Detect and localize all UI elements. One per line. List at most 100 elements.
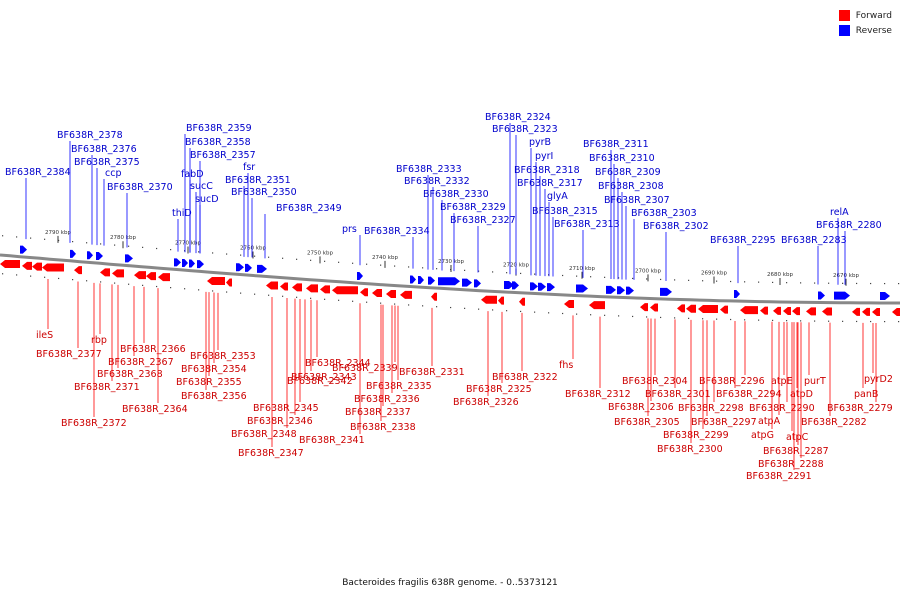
reverse-gene-arrow: [257, 264, 267, 273]
reverse-gene-label: BF638R_2384: [5, 167, 71, 178]
reverse-gene-arrow: [20, 245, 27, 254]
upper-tick: [884, 282, 886, 285]
forward-gene-arrow: [650, 303, 658, 312]
upper-tick: [114, 244, 116, 246]
reverse-gene-label: BF638R_2333: [396, 164, 462, 175]
reverse-gene-label: BF638R_2309: [595, 167, 661, 178]
lower-tick: [478, 308, 480, 310]
lower-tick: [828, 320, 830, 322]
upper-tick: [226, 253, 228, 255]
forward-gene-label: BF638R_2331: [399, 367, 465, 378]
reverse-gene-label: BF638R_2307: [604, 195, 670, 206]
forward-gene-arrow: [481, 295, 497, 304]
forward-gene-arrow: [792, 307, 800, 316]
lower-tick: [674, 317, 676, 319]
reverse-gene-label: BF638R_2324: [485, 112, 551, 123]
forward-gene-arrow: [134, 271, 146, 280]
reverse-gene-label: BF638R_2318: [514, 165, 580, 176]
upper-tick: [492, 271, 494, 273]
lower-tick: [114, 282, 116, 284]
forward-gene-label: BF638R_2335: [366, 381, 432, 392]
scale-label: 2710 kbp: [569, 266, 595, 272]
forward-gene-arrow: [431, 292, 437, 301]
forward-gene-arrow: [498, 296, 504, 305]
reverse-gene-label: BF638R_2302: [643, 221, 709, 232]
forward-gene-label: atpG: [751, 430, 774, 441]
forward-gene-arrow: [589, 301, 605, 310]
lower-tick: [44, 276, 46, 278]
forward-gene-arrow: [146, 272, 156, 281]
forward-gene-label: BF638R_2282: [801, 417, 867, 428]
forward-gene-label: BF638R_2372: [61, 418, 127, 429]
forward-gene-arrow: [42, 263, 64, 272]
forward-gene-arrow: [686, 304, 696, 313]
upper-tick: [646, 278, 648, 280]
forward-gene-label: fhs: [559, 360, 573, 371]
forward-swatch: [838, 10, 850, 21]
forward-gene-arrow: [100, 268, 110, 277]
forward-gene-arrow: [892, 307, 900, 316]
reverse-gene-label: fabD: [181, 169, 204, 180]
reverse-gene-arrow: [428, 276, 435, 285]
reverse-gene-label: BF638R_2280: [816, 220, 882, 231]
lower-tick: [128, 283, 130, 285]
reverse-gene-label: BF638R_2295: [710, 235, 776, 246]
forward-gene-arrow: [266, 281, 278, 290]
forward-gene-label: BF638R_2294: [716, 389, 782, 400]
lower-tick: [730, 318, 732, 321]
reverse-gene-arrow: [530, 282, 538, 291]
reverse-gene-arrow: [880, 291, 890, 300]
lower-tick: [800, 320, 802, 322]
forward-gene-arrow: [360, 288, 368, 297]
upper-tick: [688, 279, 690, 281]
upper-tick: [590, 276, 592, 278]
upper-tick: [16, 236, 18, 238]
lower-tick: [394, 303, 396, 305]
upper-tick: [240, 254, 242, 256]
lower-tick: [562, 312, 564, 315]
reverse-gene-arrow: [174, 258, 181, 267]
reverse-gene-label: pyrI: [535, 151, 553, 162]
reverse-gene-label: BF638R_2310: [589, 153, 655, 164]
forward-gene-arrow: [320, 285, 330, 294]
forward-gene-arrow: [0, 260, 20, 268]
reverse-gene-label: BF638R_2334: [364, 226, 430, 237]
upper-tick: [198, 251, 200, 253]
forward-gene-label: BF638R_2355: [176, 377, 242, 388]
forward-gene-arrow: [783, 307, 791, 316]
upper-tick: [422, 267, 424, 269]
reverse-gene-label: BF638R_2315: [532, 206, 598, 217]
forward-gene-label: BF638R_2298: [678, 403, 744, 414]
legend-reverse: Reverse: [838, 23, 892, 38]
lower-tick: [450, 306, 452, 309]
forward-gene-label: BF638R_2353: [190, 351, 256, 362]
reverse-gene-label: BF638R_2358: [185, 137, 251, 148]
lower-tick: [464, 307, 466, 309]
forward-gene-label: BF638R_2377: [36, 349, 102, 360]
upper-tick: [632, 277, 634, 280]
forward-gene-arrow: [32, 262, 42, 271]
forward-gene-arrow: [564, 299, 574, 308]
upper-tick: [674, 279, 676, 281]
forward-gene-arrow: [773, 306, 781, 315]
scale-label: 2780 kbp: [110, 235, 136, 241]
lower-tick: [898, 320, 900, 323]
lower-tick: [632, 315, 634, 318]
upper-tick: [604, 276, 606, 278]
lower-tick: [198, 289, 200, 291]
forward-gene-arrow: [306, 284, 318, 293]
reverse-gene-arrow: [734, 289, 740, 298]
forward-gene-arrow: [677, 304, 685, 313]
reverse-gene-label: sucD: [195, 194, 219, 205]
upper-tick: [576, 275, 578, 277]
reverse-gene-label: BF638R_2308: [598, 181, 664, 192]
reverse-gene-arrow: [245, 263, 252, 272]
lower-tick: [296, 296, 298, 298]
reverse-gene-label: ccp: [105, 168, 121, 179]
scale-label: 2670 kbp: [833, 273, 859, 279]
upper-tick: [30, 237, 32, 239]
reverse-gene-label: prs: [342, 224, 357, 235]
lower-tick: [534, 311, 536, 313]
reverse-gene-arrow: [576, 284, 588, 293]
reverse-gene-arrow: [474, 279, 481, 288]
